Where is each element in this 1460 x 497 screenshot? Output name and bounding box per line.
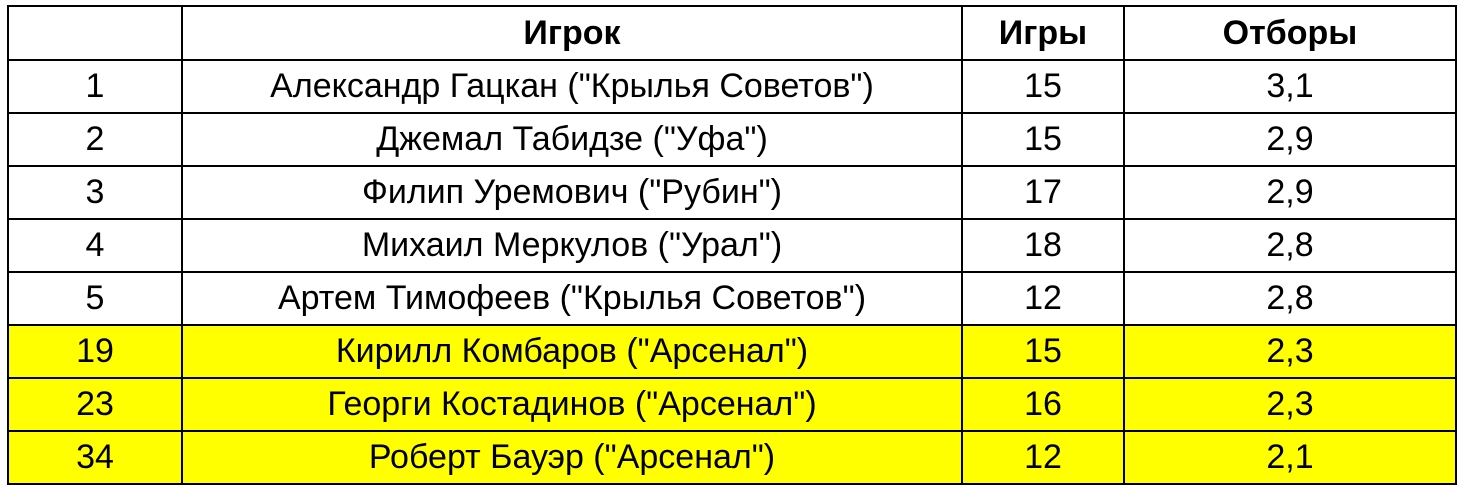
cell-player: Артем Тимофеев ("Крылья Советов") xyxy=(181,271,963,326)
table-row: 4 Михаил Меркулов ("Урал") 18 2,8 xyxy=(7,218,1457,273)
tackles-table: Игрок Игры Отборы 1 Александр Гацкан ("Кр… xyxy=(7,5,1457,485)
cell-player: Михаил Меркулов ("Урал") xyxy=(181,218,963,273)
cell-tackles: 3,1 xyxy=(1123,59,1457,114)
cell-games: 15 xyxy=(961,324,1125,379)
table-row: 3 Филип Уремович ("Рубин") 17 2,9 xyxy=(7,165,1457,220)
cell-games: 12 xyxy=(961,271,1125,326)
header-tackles: Отборы xyxy=(1123,5,1457,61)
header-player: Игрок xyxy=(181,5,963,61)
cell-rank: 34 xyxy=(7,430,183,485)
table-row: 23 Георги Костадинов ("Арсенал") 16 2,3 xyxy=(7,377,1457,432)
table-row: 5 Артем Тимофеев ("Крылья Советов") 12 2,8 xyxy=(7,271,1457,326)
table-row: 34 Роберт Бауэр ("Арсенал") 12 2,1 xyxy=(7,430,1457,485)
cell-games: 15 xyxy=(961,59,1125,114)
cell-rank: 3 xyxy=(7,165,183,220)
cell-player: Роберт Бауэр ("Арсенал") xyxy=(181,430,963,485)
cell-tackles: 2,9 xyxy=(1123,165,1457,220)
cell-rank: 4 xyxy=(7,218,183,273)
cell-tackles: 2,3 xyxy=(1123,324,1457,379)
cell-tackles: 2,9 xyxy=(1123,112,1457,167)
header-row: Игрок Игры Отборы xyxy=(7,5,1457,61)
cell-games: 12 xyxy=(961,430,1125,485)
cell-rank: 23 xyxy=(7,377,183,432)
cell-player: Георги Костадинов ("Арсенал") xyxy=(181,377,963,432)
cell-rank: 1 xyxy=(7,59,183,114)
cell-rank: 19 xyxy=(7,324,183,379)
cell-player: Филип Уремович ("Рубин") xyxy=(181,165,963,220)
cell-tackles: 2,3 xyxy=(1123,377,1457,432)
header-games: Игры xyxy=(961,5,1125,61)
cell-player: Джемал Табидзе ("Уфа") xyxy=(181,112,963,167)
cell-rank: 2 xyxy=(7,112,183,167)
cell-games: 18 xyxy=(961,218,1125,273)
table-row: 2 Джемал Табидзе ("Уфа") 15 2,9 xyxy=(7,112,1457,167)
cell-tackles: 2,8 xyxy=(1123,218,1457,273)
cell-games: 17 xyxy=(961,165,1125,220)
cell-tackles: 2,8 xyxy=(1123,271,1457,326)
header-rank xyxy=(7,5,183,61)
cell-rank: 5 xyxy=(7,271,183,326)
cell-player: Кирилл Комбаров ("Арсенал") xyxy=(181,324,963,379)
cell-player: Александр Гацкан ("Крылья Советов") xyxy=(181,59,963,114)
cell-games: 16 xyxy=(961,377,1125,432)
cell-tackles: 2,1 xyxy=(1123,430,1457,485)
table-row: 1 Александр Гацкан ("Крылья Советов") 15 3,… xyxy=(7,59,1457,114)
cell-games: 15 xyxy=(961,112,1125,167)
table-row: 19 Кирилл Комбаров ("Арсенал") 15 2,3 xyxy=(7,324,1457,379)
